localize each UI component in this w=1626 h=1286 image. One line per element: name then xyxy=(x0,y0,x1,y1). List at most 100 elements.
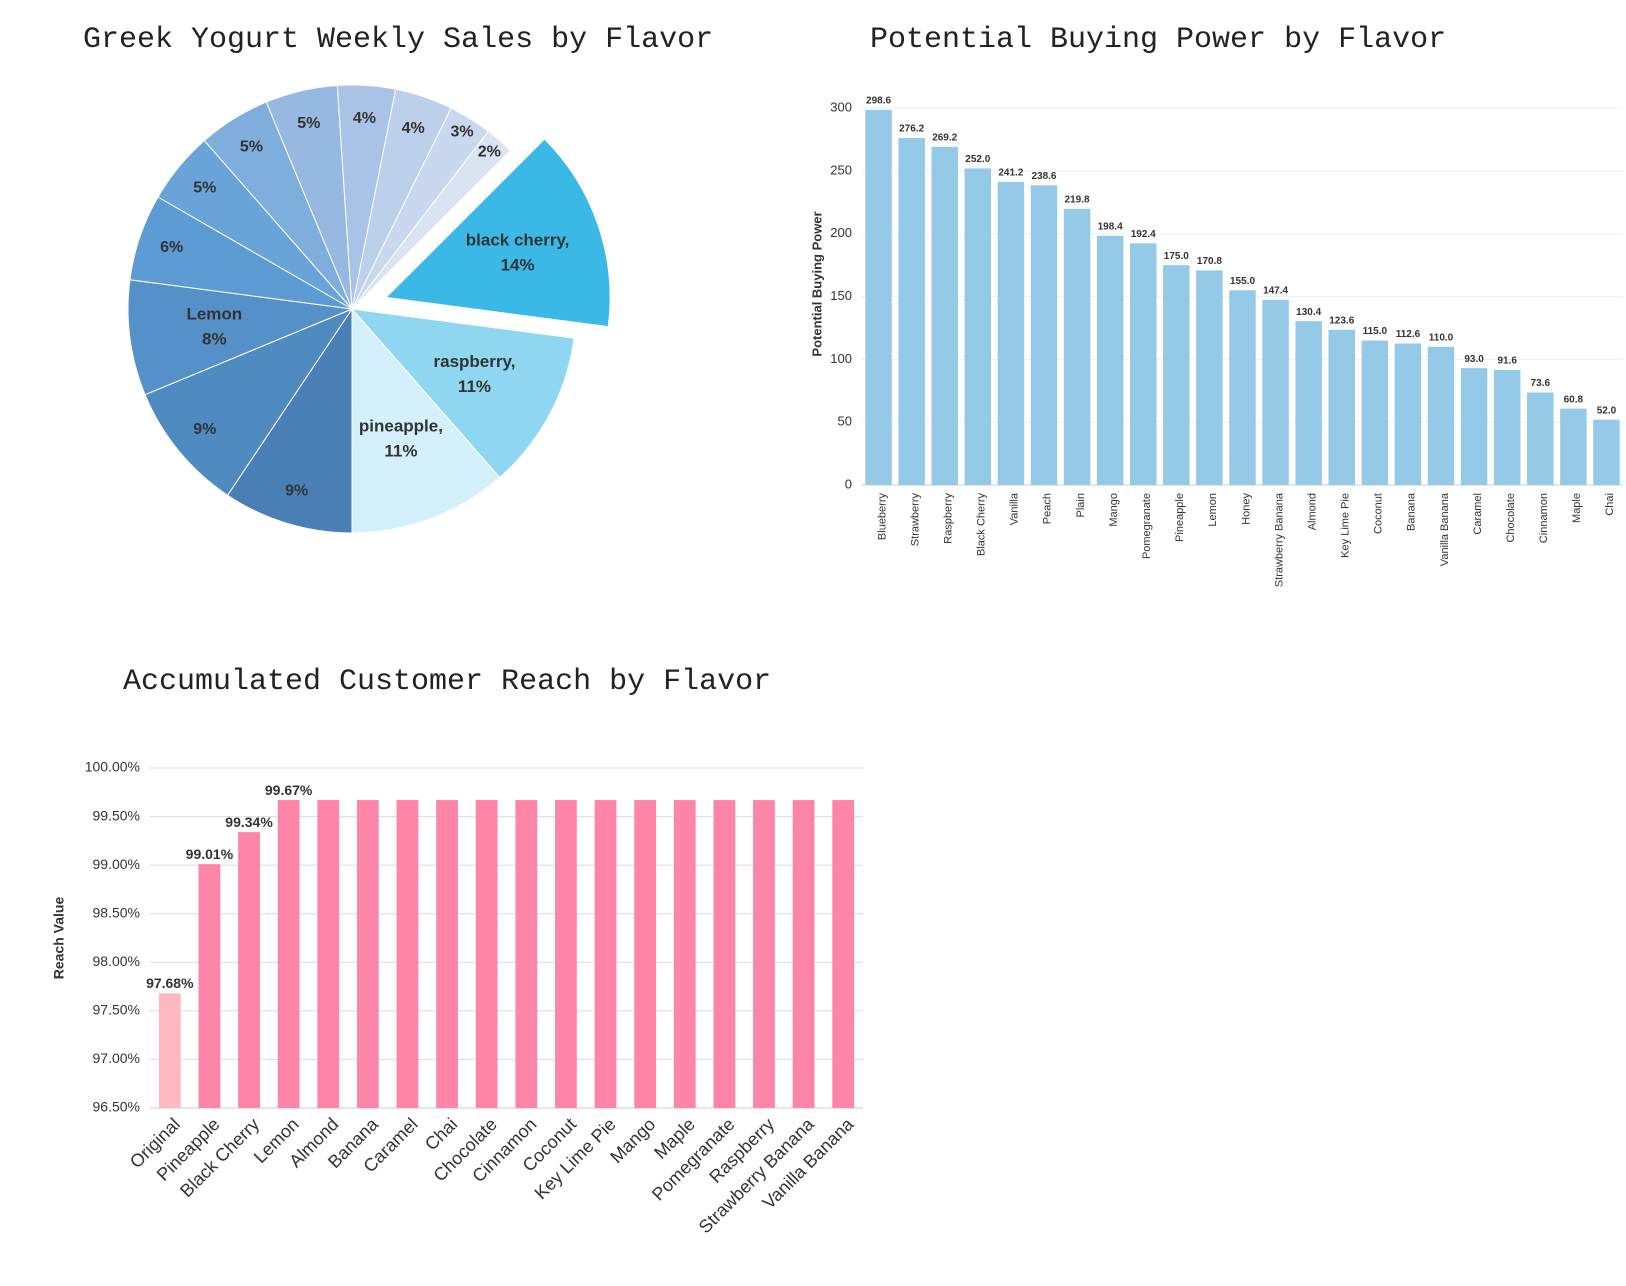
value-label: 198.4 xyxy=(1098,221,1123,232)
bar xyxy=(1493,369,1521,485)
y-axis-label: Potential Buying Power xyxy=(809,211,824,356)
pie-slice xyxy=(144,307,354,496)
value-label: 52.0 xyxy=(1597,405,1617,416)
x-tick-label: Black Cherry xyxy=(976,493,988,556)
y-tick-label: 100 xyxy=(830,351,852,366)
slice-value-label: 11% xyxy=(384,441,417,460)
x-tick-label: Pomegranate xyxy=(1141,493,1153,559)
y-tick-label: 150 xyxy=(830,288,852,303)
value-label: 99.67% xyxy=(265,782,313,798)
bar xyxy=(396,800,419,1108)
x-tick-label: Almond xyxy=(1306,493,1318,530)
value-label: 192.4 xyxy=(1131,229,1156,240)
value-label: 112.6 xyxy=(1396,329,1421,340)
y-tick-label: 97.50% xyxy=(93,1002,140,1018)
bar xyxy=(713,800,736,1108)
x-tick-label: Strawberry xyxy=(909,493,921,547)
slice-value-label: 6% xyxy=(160,239,183,256)
x-tick-label: Pineapple xyxy=(1174,493,1186,542)
y-tick-label: 99.50% xyxy=(93,807,140,823)
bar xyxy=(1063,208,1091,485)
slice-value-label: 9% xyxy=(285,482,308,499)
x-tick-label: Chai xyxy=(1604,493,1616,516)
y-tick-label: 98.00% xyxy=(93,953,140,969)
slice-value-label: 5% xyxy=(297,115,320,132)
bar xyxy=(1527,392,1554,485)
bar xyxy=(436,800,458,1108)
bar xyxy=(594,800,617,1108)
slice-value-label: 2% xyxy=(478,144,501,161)
bar xyxy=(753,800,775,1108)
x-tick-label: Chocolate xyxy=(1505,493,1517,543)
value-label: 60.8 xyxy=(1564,394,1584,405)
bar xyxy=(1262,299,1289,485)
x-tick-label: Caramel xyxy=(1472,493,1484,535)
bar xyxy=(792,800,815,1108)
y-tick-label: 96.50% xyxy=(93,1099,140,1115)
x-tick-label: Lemon xyxy=(1207,493,1219,527)
value-label: 99.34% xyxy=(225,814,273,830)
y-tick-label: 99.00% xyxy=(93,856,140,872)
bar xyxy=(634,800,657,1108)
value-label: 298.6 xyxy=(866,96,891,107)
slice-category: Lemon xyxy=(186,305,242,324)
bar xyxy=(1460,368,1488,485)
bar xyxy=(865,109,892,485)
bar xyxy=(1394,343,1422,485)
chart-title: Accumulated Customer Reach by Flavor xyxy=(123,665,771,699)
value-label: 91.6 xyxy=(1497,356,1517,367)
bar xyxy=(1560,408,1587,485)
bar xyxy=(1328,329,1355,485)
slice-value-label: 4% xyxy=(402,120,425,137)
slice-category: black cherry, xyxy=(466,230,570,249)
bar xyxy=(1196,270,1223,485)
value-label: 241.2 xyxy=(998,168,1023,179)
bar xyxy=(673,800,696,1108)
pie-slice xyxy=(385,138,611,328)
chart-title: Greek Yogurt Weekly Sales by Flavor xyxy=(83,23,713,57)
bar xyxy=(1593,419,1620,485)
x-tick-label: Strawberry Banana xyxy=(1273,492,1285,587)
pie-slice xyxy=(226,307,353,534)
y-tick-label: 200 xyxy=(830,225,852,240)
slice-value-label: 9% xyxy=(193,421,216,438)
value-label: 110.0 xyxy=(1429,332,1454,343)
bar xyxy=(555,800,577,1108)
slice-category: raspberry, xyxy=(434,352,516,371)
value-label: 130.4 xyxy=(1296,307,1321,318)
slice-value-label: 11% xyxy=(458,377,491,396)
x-tick-label: Honey xyxy=(1240,493,1252,525)
x-tick-label: Maple xyxy=(1571,493,1583,523)
value-label: 276.2 xyxy=(899,124,924,135)
slice-value-label: 3% xyxy=(450,123,473,140)
value-label: 170.8 xyxy=(1197,256,1222,267)
bar xyxy=(898,138,925,485)
value-label: 73.6 xyxy=(1531,378,1551,389)
bar xyxy=(475,800,498,1108)
value-label: 175.0 xyxy=(1164,251,1189,262)
bar xyxy=(1295,321,1322,485)
value-label: 252.0 xyxy=(965,154,990,165)
y-axis-label: Reach Value xyxy=(51,897,67,980)
x-tick-label: Key Lime Pie xyxy=(1340,493,1352,558)
slice-category: pineapple, xyxy=(359,416,443,435)
x-tick-label: Plain xyxy=(1075,493,1087,517)
bar xyxy=(277,800,300,1108)
bar xyxy=(158,993,181,1108)
value-label: 219.8 xyxy=(1065,195,1090,206)
x-tick-label: Peach xyxy=(1042,493,1054,524)
x-tick-label: Vanilla Banana xyxy=(1439,492,1451,566)
x-tick-label: Mango xyxy=(606,1114,659,1167)
bar xyxy=(515,800,538,1108)
x-tick-label: Mango xyxy=(1108,493,1120,527)
value-label: 155.0 xyxy=(1230,276,1255,287)
chart-title: Potential Buying Power by Flavor xyxy=(870,23,1446,57)
x-tick-label: Blueberry xyxy=(876,493,888,541)
bar xyxy=(1229,290,1256,485)
bar xyxy=(1163,265,1190,485)
slice-value-label: 5% xyxy=(240,139,263,156)
x-tick-label: Coconut xyxy=(1373,493,1385,534)
pie-slice xyxy=(350,308,575,479)
bar xyxy=(1096,235,1124,485)
